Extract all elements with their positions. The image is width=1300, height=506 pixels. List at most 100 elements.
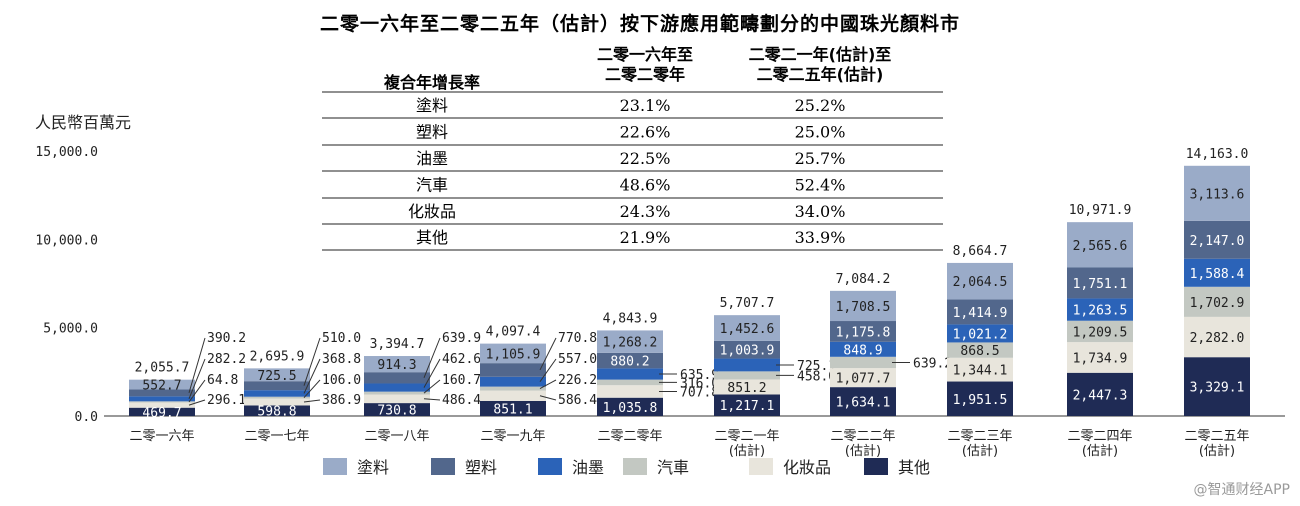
bar-segment xyxy=(129,396,195,402)
y-axis-label: 人民幣百萬元 xyxy=(35,113,131,132)
data-label: 1,021.2 xyxy=(953,327,1008,342)
leader-line xyxy=(423,337,441,379)
bar-segment xyxy=(1067,298,1133,321)
bar-segment xyxy=(1067,320,1133,343)
bar-segment xyxy=(480,400,546,416)
data-label: 1,414.9 xyxy=(953,306,1008,321)
x-tick-label: 二零二三年 xyxy=(947,429,1012,444)
bar-segment xyxy=(1184,286,1250,317)
cagr-value: 25.7% xyxy=(795,149,846,168)
cagr-header-label: 複合年增長率 xyxy=(383,73,480,92)
data-label: 880.2 xyxy=(610,355,649,370)
cagr-value: 52.4% xyxy=(795,176,846,195)
bar-segment xyxy=(1184,357,1250,416)
bar-segment xyxy=(830,321,896,342)
cagr-value: 22.6% xyxy=(620,123,671,142)
bar-segment xyxy=(244,381,310,391)
bar-segment xyxy=(244,398,310,406)
data-label: 1,105.9 xyxy=(486,347,541,362)
bar-segment xyxy=(1184,316,1250,358)
total-label: 3,394.7 xyxy=(370,337,425,352)
bar-segment xyxy=(364,356,430,373)
leader-line xyxy=(188,358,206,400)
x-tick-label: 二零二一年 xyxy=(714,429,779,444)
legend-label: 塗料 xyxy=(357,458,389,477)
bar-segment xyxy=(830,368,896,388)
data-label: 2,565.6 xyxy=(1073,239,1128,254)
bar-segment xyxy=(597,368,663,380)
cagr-value: 21.9% xyxy=(620,228,671,247)
data-label: 1,951.5 xyxy=(953,393,1008,408)
bar-segment xyxy=(364,383,430,392)
cagr-value: 23.1% xyxy=(620,96,671,115)
data-label: 1,209.5 xyxy=(1073,325,1128,340)
leader-line xyxy=(303,379,321,398)
data-label: 469.7 xyxy=(142,406,181,421)
bar-segment xyxy=(364,391,430,395)
data-label: 296.1 xyxy=(207,393,246,408)
bar-segment xyxy=(597,397,663,416)
cagr-col2-header: 二零二五年(估計) xyxy=(757,65,884,84)
data-label: 552.7 xyxy=(142,379,181,394)
bar-segment xyxy=(1067,222,1133,268)
data-label: 770.8 xyxy=(558,331,597,346)
bar-segment xyxy=(597,330,663,353)
cagr-row-name: 汽車 xyxy=(416,176,448,195)
x-tick-label: 二零一六年 xyxy=(129,429,194,444)
data-label: 510.0 xyxy=(322,331,361,346)
cagr-value: 22.5% xyxy=(620,149,671,168)
data-label: 1,175.8 xyxy=(836,325,891,340)
cagr-value: 33.9% xyxy=(795,228,846,247)
cagr-row-name: 塑料 xyxy=(416,123,448,142)
data-label: 639.9 xyxy=(442,331,481,346)
legend-swatch xyxy=(431,458,455,475)
data-label: 868.5 xyxy=(960,344,999,359)
data-label: 106.0 xyxy=(322,373,361,388)
total-label: 8,664.7 xyxy=(953,244,1008,259)
data-label: 639.2 xyxy=(913,356,952,371)
y-tick-label: 0.0 xyxy=(75,410,98,425)
watermark: @智通财经APP xyxy=(1194,482,1290,498)
bar-segment xyxy=(129,401,195,403)
bar-segment xyxy=(480,343,546,364)
data-label: 2,282.0 xyxy=(1190,331,1245,346)
data-label: 725.1 xyxy=(797,359,836,374)
legend-swatch xyxy=(538,458,562,475)
x-tick-label: 二零一八年 xyxy=(364,429,429,444)
bar-segment xyxy=(129,379,195,390)
x-tick-label: (估計) xyxy=(962,443,998,459)
bar-segment xyxy=(597,379,663,386)
x-tick-label: (估計) xyxy=(729,443,765,459)
data-label: 2,147.0 xyxy=(1190,234,1245,249)
data-label: 707.8 xyxy=(680,385,719,400)
bar-segment xyxy=(714,340,780,359)
x-tick-label: 二零二零年 xyxy=(597,429,662,444)
data-label: 598.8 xyxy=(257,405,296,420)
bar-segment xyxy=(597,385,663,398)
data-label: 64.8 xyxy=(207,373,238,388)
data-label: 848.9 xyxy=(843,343,882,358)
bar-segment xyxy=(364,403,430,416)
data-label: 1,751.1 xyxy=(1073,277,1128,292)
bar-segment xyxy=(947,262,1013,300)
data-label: 2,447.3 xyxy=(1073,388,1128,403)
bar-segment xyxy=(714,358,780,372)
bar-segment xyxy=(364,394,430,404)
bar-segment xyxy=(1184,165,1250,221)
data-label: 1,702.9 xyxy=(1190,296,1245,311)
cagr-row-name: 油墨 xyxy=(416,149,448,168)
bar-segment xyxy=(129,407,195,416)
cagr-value: 24.3% xyxy=(620,202,671,221)
bar-segment xyxy=(480,386,546,391)
data-label: 1,077.7 xyxy=(836,372,891,387)
x-tick-label: 二零一七年 xyxy=(244,429,309,444)
total-label: 7,084.2 xyxy=(836,272,891,287)
data-label: 730.8 xyxy=(377,404,416,419)
chart-title: 二零一六年至二零二五年（估計）按下游應用範疇劃分的中國珠光顏料市 xyxy=(320,12,960,35)
leader-line xyxy=(539,358,557,382)
total-label: 4,097.4 xyxy=(486,325,541,340)
cagr-value: 34.0% xyxy=(795,202,846,221)
y-tick-label: 15,000.0 xyxy=(35,145,98,160)
bar-segment xyxy=(714,315,780,341)
bar-segment xyxy=(947,299,1013,325)
